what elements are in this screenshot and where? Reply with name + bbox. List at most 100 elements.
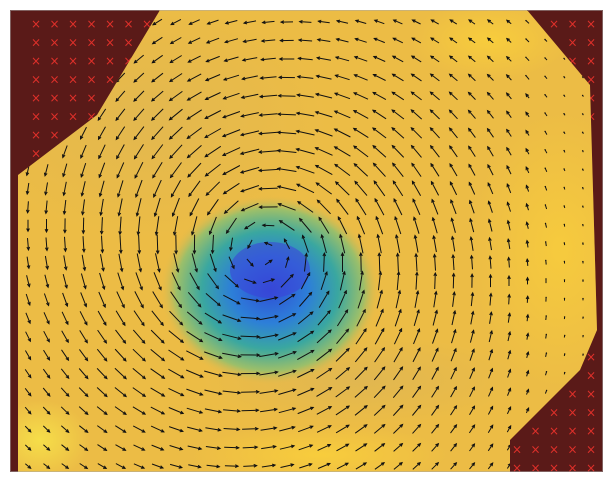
- vector-arrow: [449, 73, 458, 82]
- vector-arrow: [450, 348, 457, 362]
- vector-dot: [545, 259, 547, 262]
- vector-arrowhead: [252, 280, 257, 284]
- vector-arrow: [43, 330, 50, 343]
- vector-arrowhead: [489, 367, 494, 372]
- mask-marker: ×: [31, 147, 41, 161]
- vector-arrowhead: [429, 109, 434, 114]
- vector-dot: [581, 131, 584, 133]
- vector-arrow: [168, 330, 184, 343]
- vector-arrowhead: [204, 153, 209, 158]
- vector-arrowhead: [80, 154, 84, 159]
- vector-arrowhead: [65, 357, 70, 362]
- vector-arrow: [80, 162, 87, 178]
- vector-arrow: [115, 108, 126, 121]
- vector-arrowhead: [314, 147, 319, 151]
- vector-arrowhead: [292, 313, 297, 317]
- vector-arrow: [316, 75, 332, 80]
- vector-arrow: [411, 55, 422, 63]
- vector-arrow: [430, 55, 440, 63]
- vector-arrow: [449, 109, 458, 120]
- vector-arrow: [377, 234, 382, 254]
- vector-dot: [545, 315, 547, 317]
- vector-arrow: [412, 366, 421, 381]
- vector-arrowhead: [237, 354, 242, 359]
- vector-arrowhead: [506, 128, 510, 133]
- vector-arrow: [204, 351, 222, 359]
- vector-arrow: [150, 387, 165, 397]
- vector-arrowhead: [223, 210, 228, 214]
- vector-arrow: [487, 92, 494, 100]
- vector-arrow: [259, 94, 278, 98]
- vector-arrow: [223, 428, 240, 430]
- vector-arrow: [354, 386, 368, 398]
- vector-arrow: [45, 200, 48, 214]
- vector-arrow: [42, 387, 51, 397]
- vector-arrow: [260, 76, 277, 79]
- vector-arrow: [470, 311, 474, 325]
- vector-arrow: [298, 57, 313, 61]
- vector-arrowhead: [210, 250, 215, 255]
- vector-arrowhead: [363, 443, 368, 447]
- vector-arrowhead: [274, 352, 279, 356]
- vector-arrow: [393, 328, 403, 345]
- vector-arrow: [353, 110, 369, 119]
- vector-arrowhead: [199, 392, 204, 396]
- vector-arrowhead: [486, 127, 491, 132]
- vector-arrowhead: [432, 234, 436, 240]
- vector-arrow: [259, 390, 278, 394]
- vector-dot: [563, 316, 566, 318]
- vector-arrow: [97, 329, 107, 344]
- vector-arrowhead: [525, 129, 529, 134]
- vector-arrow: [152, 291, 163, 308]
- vector-arrowhead: [121, 304, 125, 309]
- vector-arrowhead: [25, 172, 30, 177]
- vector-arrow: [353, 127, 369, 139]
- vector-arrow: [138, 234, 140, 254]
- vector-arrowhead: [453, 404, 458, 410]
- vector-arrowhead: [218, 337, 223, 341]
- vector-arrow: [374, 462, 385, 470]
- vector-arrowhead: [486, 37, 491, 42]
- vector-arrowhead: [217, 427, 222, 432]
- mask-marker: ×: [567, 54, 577, 68]
- vector-arrow: [487, 37, 494, 44]
- vector-arrow: [412, 462, 421, 470]
- vector-arrowhead: [434, 328, 439, 333]
- mask-marker: ×: [31, 54, 41, 68]
- vector-arrowhead: [327, 329, 332, 334]
- vector-arrow: [169, 73, 183, 82]
- mask-marker: ×: [86, 110, 96, 124]
- vector-arrow: [355, 20, 367, 24]
- vector-arrowhead: [27, 356, 32, 361]
- vector-arrowhead: [505, 19, 511, 24]
- vector-arrow: [411, 163, 422, 177]
- vector-arrowhead: [186, 154, 191, 159]
- vector-arrowhead: [415, 290, 420, 295]
- vector-arrow: [469, 462, 475, 470]
- vector-arrow: [317, 444, 331, 451]
- vector-arrow: [101, 235, 103, 253]
- vector-arrowhead: [62, 191, 66, 197]
- vector-arrow: [170, 18, 182, 26]
- vector-arrow: [432, 329, 438, 344]
- vector-arrow: [468, 92, 476, 100]
- vector-arrowhead: [98, 193, 103, 198]
- vector-arrow: [261, 445, 276, 450]
- vector-arrow: [187, 145, 202, 158]
- vector-arrowhead: [334, 56, 340, 60]
- vector-arrow: [430, 181, 440, 196]
- vector-dot: [544, 222, 547, 225]
- vector-arrowhead: [218, 373, 223, 378]
- vector-arrow: [355, 443, 367, 452]
- vector-arrow: [24, 369, 32, 378]
- vector-dot: [544, 38, 546, 41]
- vector-arrowhead: [134, 174, 138, 179]
- vector-arrowhead: [507, 274, 511, 280]
- vector-arrowhead: [381, 404, 386, 409]
- vector-arrowhead: [353, 55, 359, 60]
- vector-arrowhead: [308, 291, 313, 296]
- vector-arrow: [296, 112, 315, 117]
- vector-arrowhead: [278, 219, 283, 224]
- vector-arrow: [392, 385, 404, 399]
- vector-arrow: [44, 255, 49, 270]
